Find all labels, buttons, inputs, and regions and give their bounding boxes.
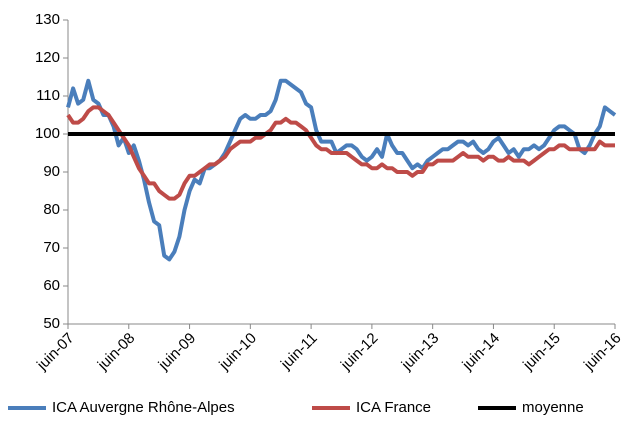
y-tick-label: 90	[43, 163, 60, 180]
y-tick-label: 50	[43, 315, 60, 332]
x-tick-label: juin-13	[398, 330, 443, 375]
series-line	[66, 78, 617, 262]
x-tick-label: juin-14	[459, 330, 504, 375]
x-tick-label: juin-08	[94, 330, 139, 375]
legend-label: ICA France	[356, 399, 431, 416]
x-tick-label: juin-16	[580, 330, 622, 375]
y-tick-label: 110	[36, 87, 60, 104]
y-tick-label: 100	[35, 125, 60, 142]
y-tick-label: 130	[35, 11, 60, 28]
x-tick-label: juin-07	[33, 330, 78, 375]
x-tick-label: juin-11	[277, 330, 321, 374]
x-tick-label: juin-12	[337, 330, 382, 375]
x-tick-label: juin-15	[519, 330, 564, 375]
series-line	[66, 105, 615, 201]
y-tick-label: 120	[35, 49, 60, 66]
x-tick-label: juin-09	[155, 330, 200, 375]
y-tick-label: 60	[43, 277, 60, 294]
legend-label: ICA Auvergne Rhône-Alpes	[52, 399, 235, 416]
x-tick-label: juin-10	[215, 330, 260, 375]
y-tick-label: 70	[43, 239, 60, 256]
y-tick-label: 80	[43, 201, 60, 218]
legend-label: moyenne	[522, 399, 584, 416]
